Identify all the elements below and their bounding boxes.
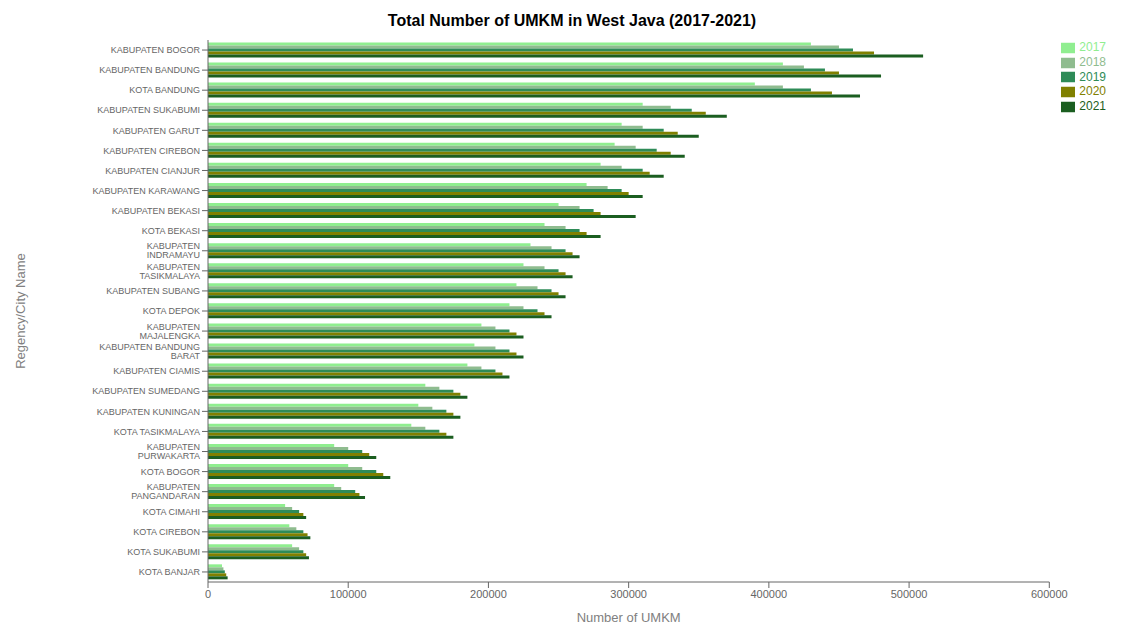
html-text:2018: 2018: [1079, 54, 1106, 69]
svg-text:100000: 100000: [330, 588, 367, 600]
svg-text:KOTA BOGOR: KOTA BOGOR: [141, 467, 201, 477]
svg-text:KABUPATEN BOGOR: KABUPATEN BOGOR: [111, 45, 201, 55]
svg-text:KOTA BEKASI: KOTA BEKASI: [142, 226, 200, 236]
svg-text:KABUPATEN CIANJUR: KABUPATEN CIANJUR: [105, 166, 200, 176]
svg-text:Number of UMKM: Number of UMKM: [577, 610, 681, 625]
html-text:Total Number of UMKM in West J: Total Number of UMKM in West Java (2017-…: [387, 12, 757, 29]
svg-text:KABUPATEN BANDUNGBARAT: KABUPATEN BANDUNGBARAT: [99, 342, 200, 361]
svg-text:KOTA CIREBON: KOTA CIREBON: [133, 527, 200, 537]
svg-text:KABUPATEN KUNINGAN: KABUPATEN KUNINGAN: [97, 407, 200, 417]
svg-text:KOTA DEPOK: KOTA DEPOK: [143, 306, 200, 316]
svg-text:KOTA TASIKMALAYA: KOTA TASIKMALAYA: [114, 427, 200, 437]
svg-text:400000: 400000: [751, 588, 788, 600]
html-text:2021: 2021: [1079, 99, 1106, 114]
html-text:2017: 2017: [1079, 40, 1106, 54]
svg-text:KABUPATEN CIREBON: KABUPATEN CIREBON: [103, 146, 200, 156]
svg-text:KABUPATEN GARUT: KABUPATEN GARUT: [113, 126, 201, 136]
svg-text:KABUPATENTASIKMALAYA: KABUPATENTASIKMALAYA: [139, 262, 200, 281]
svg-text:KABUPATEN BANDUNG: KABUPATEN BANDUNG: [99, 65, 200, 75]
svg-text:300000: 300000: [610, 588, 647, 600]
svg-text:Regency/City Name: Regency/City Name: [13, 253, 28, 369]
svg-text:KOTA CIMAHI: KOTA CIMAHI: [143, 507, 200, 517]
svg-text:KOTA BANDUNG: KOTA BANDUNG: [129, 85, 200, 95]
svg-text:KABUPATEN CIAMIS: KABUPATEN CIAMIS: [113, 366, 200, 376]
svg-text:KOTA BANJAR: KOTA BANJAR: [139, 567, 201, 577]
svg-text:KABUPATEN SUMEDANG: KABUPATEN SUMEDANG: [92, 386, 200, 396]
svg-text:KABUPATENMAJALENGKA: KABUPATENMAJALENGKA: [139, 322, 200, 341]
svg-text:KOTA SUKABUMI: KOTA SUKABUMI: [127, 547, 200, 557]
svg-text:200000: 200000: [470, 588, 507, 600]
html-text:2020: 2020: [1079, 84, 1106, 99]
svg-text:600000: 600000: [1031, 588, 1068, 600]
svg-text:KABUPATEN KARAWANG: KABUPATEN KARAWANG: [92, 186, 200, 196]
svg-text:KABUPATENINDRAMAYU: KABUPATENINDRAMAYU: [147, 241, 200, 260]
svg-text:KABUPATENPANGANDARAN: KABUPATENPANGANDARAN: [131, 482, 200, 501]
svg-text:KABUPATEN BEKASI: KABUPATEN BEKASI: [112, 206, 200, 216]
svg-text:0: 0: [205, 588, 211, 600]
svg-text:500000: 500000: [891, 588, 928, 600]
svg-text:KABUPATEN SUBANG: KABUPATEN SUBANG: [106, 286, 200, 296]
html-text:2019: 2019: [1079, 69, 1106, 84]
svg-text:KABUPATEN SUKABUMI: KABUPATEN SUKABUMI: [97, 105, 200, 115]
svg-text:KABUPATENPURWAKARTA: KABUPATENPURWAKARTA: [138, 442, 200, 461]
